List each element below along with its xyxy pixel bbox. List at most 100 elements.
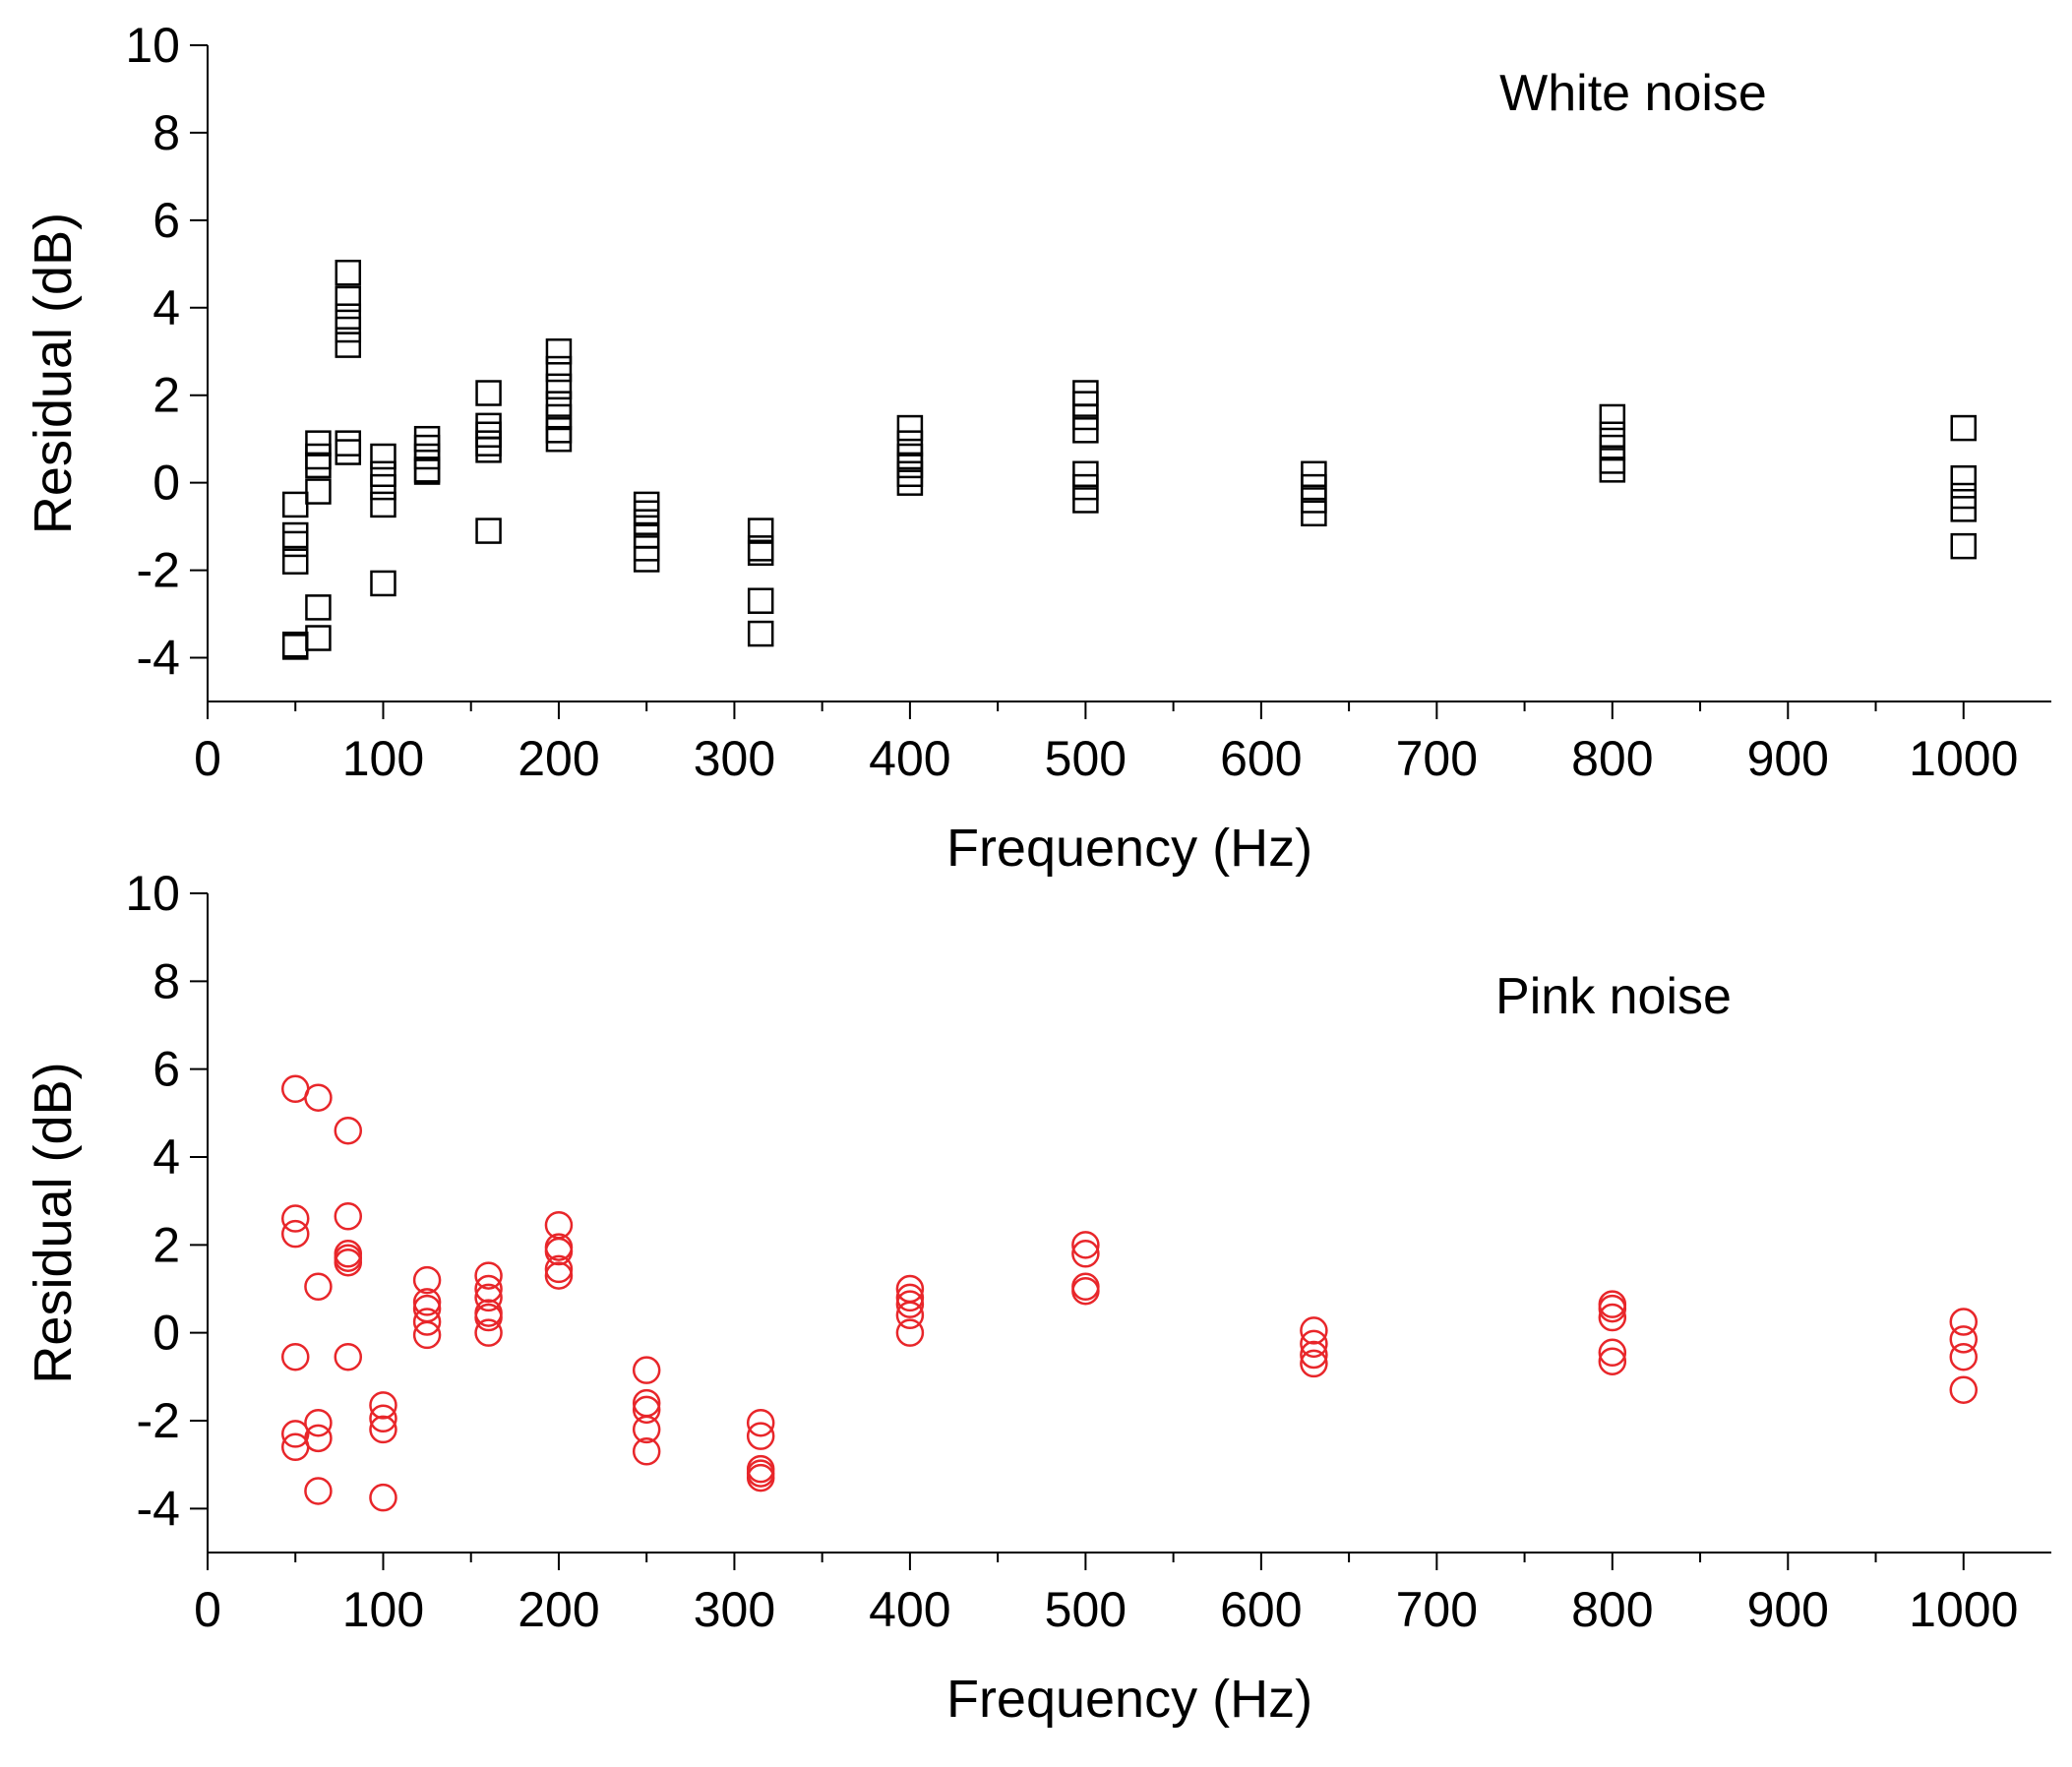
pink-noise-point bbox=[412, 1265, 442, 1295]
white-noise-point bbox=[1599, 403, 1626, 431]
white-noise-point bbox=[335, 285, 362, 313]
white-y-tick-label: 2 bbox=[152, 368, 180, 423]
white-noise-point bbox=[1072, 460, 1099, 488]
pink-x-tick-label: 900 bbox=[1747, 1582, 1829, 1637]
white-panel-title: White noise bbox=[1499, 65, 1767, 122]
white-noise-point bbox=[370, 491, 396, 518]
white-noise-point bbox=[545, 391, 573, 417]
pink-x-tick-label: 0 bbox=[194, 1582, 221, 1637]
pink-noise-point bbox=[1598, 1338, 1627, 1368]
white-noise-point bbox=[1950, 464, 1978, 492]
pink-noise-point bbox=[280, 1342, 310, 1371]
white-noise-point bbox=[1072, 417, 1099, 444]
pink-y-tick-label: 6 bbox=[152, 1042, 180, 1097]
white-noise-point bbox=[281, 631, 309, 658]
white-y-tick-label: 6 bbox=[152, 193, 180, 248]
white-noise-point bbox=[633, 491, 660, 518]
white-noise-point bbox=[1301, 473, 1327, 501]
white-noise-point bbox=[305, 478, 332, 505]
white-noise-point bbox=[633, 521, 660, 549]
pink-noise-point bbox=[746, 1463, 775, 1493]
white-noise-point bbox=[545, 417, 573, 444]
pink-noise-point bbox=[280, 1420, 310, 1448]
pink-noise-point bbox=[1598, 1303, 1627, 1332]
white-noise-point bbox=[1599, 421, 1626, 449]
white-x-tick-label: 800 bbox=[1571, 731, 1653, 786]
pink-noise-point bbox=[334, 1248, 363, 1277]
pink-y-tick-label: 8 bbox=[152, 953, 180, 1008]
pink-noise-point bbox=[632, 1388, 661, 1418]
white-noise-point bbox=[281, 521, 309, 549]
white-noise-point bbox=[305, 625, 332, 651]
white-noise-point bbox=[335, 430, 362, 457]
white-noise-point bbox=[747, 518, 774, 544]
white-noise-point bbox=[896, 414, 924, 442]
white-noise-point bbox=[747, 620, 774, 647]
pink-noise-point bbox=[304, 1424, 333, 1453]
white-noise-point bbox=[1301, 460, 1327, 488]
white-noise-point bbox=[1599, 448, 1626, 474]
pink-noise-point bbox=[474, 1318, 503, 1347]
pink-noise-point bbox=[474, 1303, 503, 1332]
white-x-tick-label: 300 bbox=[694, 731, 775, 786]
white-noise-point bbox=[1950, 532, 1978, 560]
white-noise-point bbox=[747, 539, 774, 567]
white-noise-point bbox=[633, 509, 660, 535]
pink-noise-point bbox=[1300, 1329, 1328, 1359]
pink-noise-point bbox=[746, 1408, 775, 1437]
pink-x-tick-label: 500 bbox=[1045, 1582, 1127, 1637]
white-noise-point bbox=[896, 443, 924, 470]
pink-noise-point bbox=[474, 1261, 503, 1290]
white-noise-point bbox=[413, 458, 441, 485]
white-y-axis-title: Residual (dB) bbox=[24, 213, 83, 534]
pink-noise-point bbox=[1949, 1308, 1979, 1336]
white-noise-point bbox=[896, 430, 924, 457]
pink-y-tick-label: -2 bbox=[137, 1393, 180, 1448]
pink-noise-point bbox=[895, 1283, 925, 1312]
white-y-tick-label: 8 bbox=[152, 105, 180, 160]
white-noise-point bbox=[475, 380, 502, 406]
white-noise-point bbox=[545, 403, 573, 431]
pink-noise-point bbox=[304, 1408, 333, 1437]
pink-noise-point bbox=[1949, 1342, 1979, 1371]
white-noise-point bbox=[305, 594, 332, 621]
white-noise-point bbox=[1301, 487, 1327, 514]
pink-noise-point bbox=[474, 1283, 503, 1312]
white-noise-point bbox=[896, 460, 924, 488]
white-noise-point bbox=[1072, 391, 1099, 417]
pink-noise-point bbox=[280, 1219, 310, 1249]
white-noise-point bbox=[545, 425, 573, 453]
white-noise-point bbox=[413, 434, 441, 461]
pink-noise-point bbox=[369, 1391, 397, 1420]
pink-noise-point bbox=[1598, 1294, 1627, 1323]
white-noise-point bbox=[413, 443, 441, 470]
pink-y-axis-title: Residual (dB) bbox=[24, 1062, 83, 1383]
pink-panel-title: Pink noise bbox=[1495, 968, 1732, 1025]
pink-noise-point bbox=[369, 1404, 397, 1433]
white-x-tick-label: 200 bbox=[518, 731, 599, 786]
white-noise-point bbox=[633, 546, 660, 573]
pink-noise-point bbox=[1071, 1231, 1100, 1259]
white-noise-point bbox=[545, 355, 573, 383]
white-noise-point bbox=[1599, 434, 1626, 461]
pink-noise-point bbox=[412, 1308, 442, 1336]
white-noise-point bbox=[305, 430, 332, 457]
pink-noise-point bbox=[895, 1290, 925, 1318]
white-noise-point bbox=[545, 373, 573, 400]
pink-y-tick-label: 4 bbox=[152, 1129, 180, 1185]
white-y-tick-label: -4 bbox=[137, 631, 180, 686]
white-x-tick-label: 900 bbox=[1747, 731, 1829, 786]
white-noise-point bbox=[1950, 482, 1978, 510]
white-x-tick-label: 0 bbox=[194, 731, 221, 786]
pink-noise-point bbox=[280, 1204, 310, 1233]
white-noise-point bbox=[370, 443, 396, 470]
pink-noise-point bbox=[632, 1395, 661, 1425]
pink-noise-point bbox=[334, 1342, 363, 1371]
pink-x-axis-title: Frequency (Hz) bbox=[946, 1670, 1312, 1729]
pink-noise-point bbox=[632, 1356, 661, 1384]
pink-x-tick-label: 800 bbox=[1571, 1582, 1653, 1637]
white-y-tick-label: 4 bbox=[152, 280, 180, 335]
white-x-tick-label: 400 bbox=[869, 731, 950, 786]
